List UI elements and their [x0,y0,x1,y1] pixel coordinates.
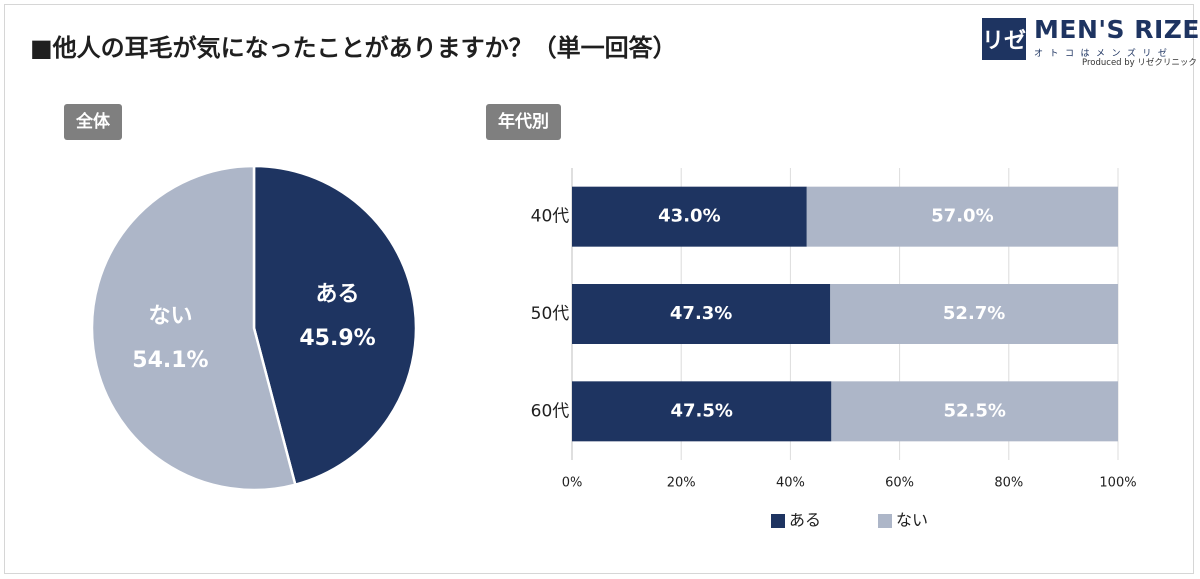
bar-data-label: 43.0% [658,206,720,227]
x-tick-label: 100% [1099,476,1136,491]
brand-logo: リゼ MEN'S RIZE オトコはメンズリゼ Produced by リゼクリ… [982,15,1200,68]
bar-data-label: 47.5% [670,400,732,421]
pie-slice-value: 45.9% [299,326,375,351]
bar-category-label: 60代 [531,401,570,421]
bar-segment-no [806,186,1118,247]
logo-produced-by: Produced by リゼクリニック [1082,58,1197,68]
bar-data-label: 52.7% [943,303,1005,324]
bar-segment-no [831,381,1118,442]
bar-data-label: 47.3% [670,303,732,324]
pie-slice-value: 54.1% [132,348,208,373]
chart-title: ■他人の耳毛が気になったことがありますか？（単一回答） [30,34,677,62]
pie-slice-label: ない [148,304,192,329]
bar-category-label: 50代 [531,304,570,324]
legend-label: ある [789,511,821,530]
logo-mark: リゼ [982,18,1026,60]
bar-segment-yes [572,381,832,442]
pie-slice-label: ある [316,282,360,307]
pie-slice-yes [252,164,418,487]
bar-category-label: 40代 [531,207,570,227]
bar-data-label: 52.5% [943,400,1005,421]
x-tick-label: 0% [562,476,583,491]
x-tick-label: 20% [667,476,696,491]
bar-section-tag: 年代別 [486,104,561,140]
bar-segment-yes [572,284,831,344]
bar-segment-yes [572,186,807,247]
legend-label: ない [896,511,928,530]
x-tick-label: 80% [994,476,1023,491]
legend-swatch-yes [771,514,785,528]
x-tick-label: 40% [776,476,805,491]
legend-swatch-no [878,514,892,528]
bar-data-label: 57.0% [931,206,993,227]
pie-section-tag: 全体 [64,104,122,140]
logo-kana: オトコはメンズリゼ [1034,49,1174,59]
x-tick-label: 60% [885,476,914,491]
logo-name: MEN'S RIZE [1034,15,1200,44]
bar-segment-no [830,284,1118,344]
pie-slice-no [90,164,297,492]
